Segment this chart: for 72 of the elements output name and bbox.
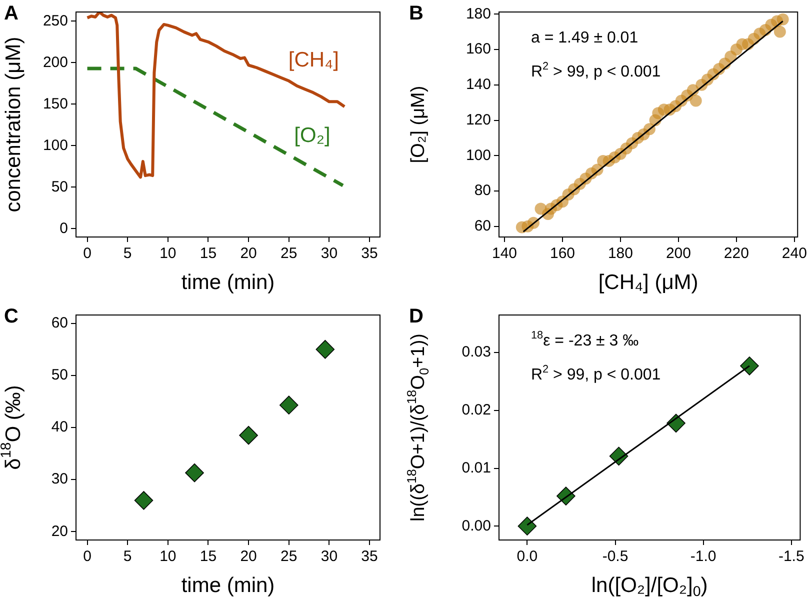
chart-title: A [4, 2, 18, 25]
x-tick-label: -1.5 [778, 548, 804, 566]
x-tick-label: -1.0 [690, 548, 716, 566]
x-tick-label: 240 [782, 245, 807, 262]
x-tick-label: 160 [550, 245, 576, 262]
x-tick-label: 5 [123, 548, 132, 566]
y-tick-label: 60 [474, 218, 491, 235]
x-axis-title: time (min) [181, 574, 275, 597]
chart-title: C [4, 306, 18, 328]
x-tick-label: 15 [200, 245, 217, 262]
y-tick-label: 160 [466, 40, 491, 58]
x-tick-label: 10 [160, 548, 176, 566]
point [279, 396, 298, 415]
y-tick-label: 100 [466, 146, 491, 164]
x-tick-label: 35 [361, 548, 378, 566]
x-tick-label: 140 [492, 245, 518, 262]
x-tick-label: 10 [160, 245, 176, 262]
x-tick-label: 35 [361, 245, 378, 262]
point [316, 340, 335, 359]
series-label: [O₂] [294, 124, 330, 147]
point [185, 463, 204, 482]
y-tick-label: 100 [42, 136, 68, 154]
point [134, 491, 154, 510]
x-tick-label: 0 [83, 548, 92, 566]
y-tick-label: 150 [42, 95, 68, 112]
y-axis-title: δ18O (‰) [0, 385, 25, 470]
y-tick-label: 120 [466, 111, 491, 128]
y-tick-label: 0.01 [462, 459, 491, 476]
y-axis-title: [O₂] (μM) [408, 86, 430, 164]
y-tick-label: 40 [51, 418, 68, 436]
x-tick-label: 15 [200, 548, 217, 566]
y-tick-label: 0 [60, 220, 68, 237]
y-tick-label: 50 [51, 178, 68, 196]
x-axis-title: time (min) [181, 270, 275, 294]
x-tick-label: 25 [280, 548, 298, 566]
y-tick-label: 200 [42, 54, 68, 71]
point [518, 516, 537, 536]
y-tick-label: 20 [51, 522, 68, 540]
y-tick-label: 250 [42, 12, 68, 30]
y-tick-label: 0.02 [462, 402, 491, 419]
y-tick-label: 0.00 [462, 517, 491, 534]
point [690, 94, 702, 107]
y-axis-title: concentration (μM) [2, 36, 25, 212]
point [740, 356, 759, 376]
point [776, 13, 789, 26]
x-axis-title: [CH₄] (μM) [598, 270, 698, 294]
y-tick-label: 180 [466, 5, 491, 22]
x-tick-label: 0 [83, 245, 92, 262]
x-tick-label: 5 [123, 245, 132, 262]
x-tick-label: 0.0 [516, 548, 538, 566]
chart-title: D [409, 306, 424, 328]
point [774, 26, 786, 38]
chart-title: B [409, 2, 424, 25]
series-label: [CH₄] [288, 48, 339, 72]
annotation: a = 1.49 ± 0.01 [531, 29, 638, 46]
x-tick-label: -0.5 [602, 548, 628, 566]
y-axis-title: ln((δ18O+1)/(δ18O0+1)) [404, 334, 432, 522]
x-tick-label: 25 [280, 245, 298, 262]
y-tick-label: 140 [466, 76, 491, 94]
y-tick-label: 0.03 [462, 344, 491, 361]
y-tick-label: 60 [51, 314, 68, 332]
x-tick-label: 20 [240, 245, 257, 262]
y-tick-label: 80 [474, 182, 491, 200]
x-tick-label: 220 [724, 245, 749, 262]
x-tick-label: 30 [320, 548, 338, 566]
y-tick-label: 50 [51, 366, 68, 384]
x-tick-label: 30 [320, 245, 338, 262]
x-tick-label: 20 [240, 548, 257, 566]
x-tick-label: 180 [608, 245, 633, 262]
x-tick-label: 200 [666, 245, 691, 262]
point [239, 426, 258, 445]
y-tick-label: 30 [51, 470, 68, 488]
